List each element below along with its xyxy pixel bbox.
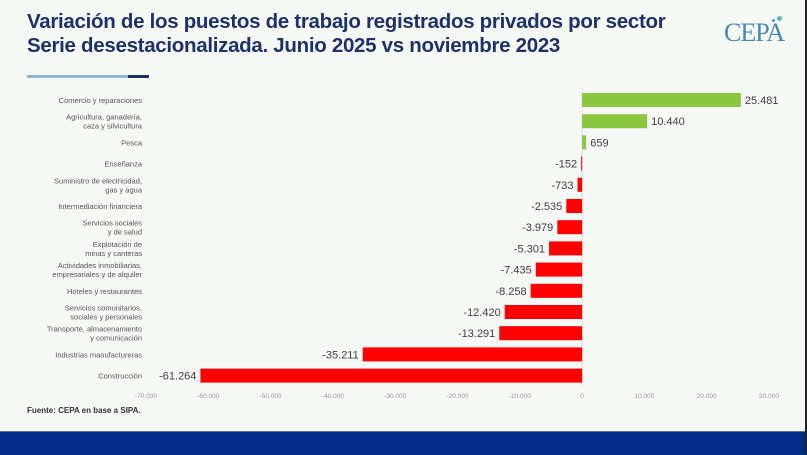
- data-label: -733: [552, 180, 574, 192]
- bar: [535, 262, 583, 277]
- data-label: -61.264: [159, 371, 196, 383]
- x-tick-label: 30.000: [759, 393, 779, 400]
- data-label: -8.258: [495, 286, 526, 298]
- category-label: Construcción: [98, 372, 142, 381]
- logo-dot-small-icon: [772, 19, 775, 22]
- x-tick-label: -60.000: [197, 393, 219, 400]
- x-tick-label: -50.000: [260, 393, 282, 400]
- x-tick-label: -70.000: [135, 393, 157, 400]
- data-label: 10.440: [651, 116, 685, 128]
- x-tick-label: 20.000: [697, 393, 717, 400]
- category-label: Hoteles y restaurantes: [67, 287, 142, 296]
- x-tick-label: -30.000: [384, 393, 406, 400]
- data-label: 659: [590, 137, 608, 149]
- category-label: Suministro de electricidad, gas y agua: [54, 176, 143, 194]
- category-label: Pesca: [121, 138, 143, 147]
- bar: [582, 93, 741, 107]
- bar: [582, 135, 587, 150]
- bar: [582, 114, 648, 129]
- category-label: Comercio y reparaciones: [59, 96, 143, 105]
- bar-chart: 25.481 Comercio y reparaciones 10.440 Agric…: [47, 88, 779, 400]
- data-label: -2.535: [531, 201, 562, 213]
- title-line-2: Serie desestacionalizada. Junio 2025 vs …: [27, 34, 561, 57]
- category-label: Servicios comunitarios, sociales y person…: [65, 304, 142, 322]
- x-tick-label: -40.000: [322, 393, 344, 400]
- bar: [557, 220, 583, 235]
- x-tick-label: 0: [580, 393, 584, 400]
- footer-band: [0, 431, 807, 455]
- logo-text: CEPA: [724, 18, 785, 47]
- category-label: Industrias manufactureras: [55, 350, 142, 359]
- category-label: Agricultura, ganadería, caza y silvicultu…: [66, 113, 143, 131]
- bar: [504, 305, 583, 319]
- source-note: Fuente: CEPA en base a SIPA.: [27, 406, 141, 415]
- title-underline: [27, 75, 149, 78]
- bar: [362, 347, 583, 362]
- data-label: -35.211: [322, 349, 359, 361]
- data-label: -5.301: [514, 243, 545, 255]
- bar: [499, 326, 583, 341]
- category-label: Explotación de minas y canteras: [85, 240, 142, 258]
- data-label: -12.420: [463, 307, 500, 319]
- data-label: -13.291: [458, 328, 495, 340]
- bar: [577, 177, 583, 192]
- data-label: 25.481: [745, 95, 779, 107]
- bar: [566, 199, 583, 213]
- logo-dot-icon: [777, 16, 782, 21]
- cepa-logo: CEPA: [724, 16, 786, 47]
- category-label: Actividades inmobiliarias, empresariales …: [52, 261, 142, 279]
- category-label: Enseñanza: [104, 160, 142, 169]
- bar: [549, 241, 583, 256]
- x-tick-label: -10.000: [509, 393, 531, 400]
- bar: [530, 283, 583, 298]
- category-label: Servicios sociales y de salud: [82, 219, 142, 237]
- category-label: Intermediación financiera: [58, 202, 143, 211]
- data-label: -152: [555, 159, 577, 171]
- data-label: -7.435: [501, 265, 532, 277]
- category-label: Transporte, almacenamiento y comunicación: [47, 325, 142, 343]
- bar: [200, 368, 583, 383]
- x-tick-label: 10.000: [634, 393, 654, 400]
- bar: [581, 156, 583, 171]
- x-tick-label: -20.000: [446, 393, 468, 400]
- title-line-1: Variación de los puestos de trabajo regi…: [27, 10, 666, 33]
- right-border: [805, 0, 807, 454]
- data-label: -3.979: [522, 222, 553, 234]
- chart-title: Variación de los puestos de trabajo regi…: [27, 10, 666, 58]
